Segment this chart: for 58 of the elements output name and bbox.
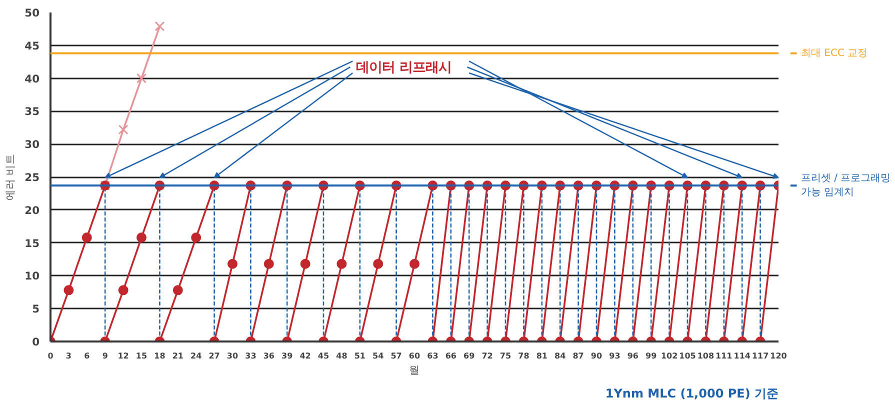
x-tick-label: 93 (609, 352, 620, 360)
x-tick-label: 0 (48, 352, 54, 360)
y-tick-label: 25 (24, 171, 40, 184)
x-tick-label: 9 (102, 352, 108, 360)
x-tick-label: 105 (679, 352, 696, 360)
y-tick-label: 20 (24, 204, 40, 217)
x-tick-label: 102 (660, 352, 678, 360)
x-tick-label: 33 (245, 352, 256, 360)
x-tick-label: 69 (464, 352, 476, 360)
x-tick-label: 45 (318, 352, 330, 360)
x-tick-label: 54 (372, 352, 384, 360)
x-tick-label: 108 (697, 352, 714, 360)
y-tick-label: 45 (24, 39, 40, 52)
x-tick-label: 12 (118, 352, 129, 360)
x-tick-label: 3 (66, 352, 72, 360)
x-tick-label: 96 (627, 352, 639, 360)
x-axis-title: 월 (409, 364, 420, 376)
y-tick-label: 10 (24, 270, 40, 283)
x-tick-label: 42 (300, 352, 311, 360)
x-tick-label: 75 (500, 352, 512, 360)
x-tick-label: 84 (554, 352, 566, 360)
x-tick-label: 117 (752, 352, 769, 360)
x-tick-label: 39 (282, 352, 294, 360)
x-tick-label: 21 (172, 352, 184, 360)
y-tick-label: 50 (24, 6, 40, 20)
x-tick-label: 48 (336, 352, 348, 360)
x-tick-label: 99 (646, 352, 658, 360)
y-tick-label: 5 (32, 302, 40, 316)
x-tick-label: 24 (190, 352, 202, 360)
x-tick-label: 63 (427, 352, 438, 360)
x-tick-label: 72 (482, 352, 493, 360)
x-tick-label: 90 (590, 352, 602, 360)
x-tick-label: 60 (408, 352, 420, 360)
y-tick-label: 15 (24, 236, 40, 250)
y-tick-label: 35 (24, 105, 40, 118)
x-tick-label: 66 (445, 352, 457, 360)
x-tick-label: 87 (572, 352, 584, 360)
x-tick-label: 18 (154, 352, 166, 360)
x-tick-label: 6 (84, 352, 90, 360)
x-tick-label: 111 (716, 352, 733, 360)
x-tick-label: 27 (208, 352, 220, 360)
y-tick-label: 30 (24, 138, 40, 152)
ref-line-label: 프리셋 / 프로그래밍 가능 임계치 (801, 172, 891, 198)
ref-line-label: 최대 ECC 교정 (801, 48, 868, 59)
text: 1Ynm MLC (1,000 PE) 기준 (605, 386, 778, 400)
y-tick-label: 40 (24, 72, 40, 86)
y-axis-title: 에러 비트 (4, 153, 17, 201)
annotation: 데이터 리프래시 (356, 60, 452, 76)
x-tick-label: 78 (518, 352, 530, 360)
x-tick-label: 51 (354, 352, 366, 360)
x-tick-label: 57 (390, 352, 402, 360)
y-tick-label: 0 (32, 336, 40, 348)
x-tick-label: 15 (136, 352, 148, 360)
x-tick-label: 30 (226, 352, 238, 360)
x-tick-label: 36 (263, 352, 275, 360)
x-tick-label: 114 (734, 352, 751, 360)
x-tick-label: 81 (536, 352, 548, 360)
x-tick-label: 120 (770, 352, 788, 360)
